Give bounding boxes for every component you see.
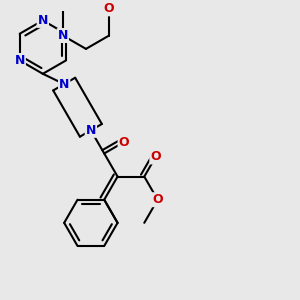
Text: O: O <box>150 150 161 164</box>
Text: N: N <box>14 54 25 67</box>
Text: O: O <box>104 2 114 15</box>
Text: N: N <box>59 78 69 91</box>
Text: N: N <box>58 29 68 42</box>
Text: O: O <box>152 193 163 206</box>
Text: N: N <box>86 124 96 137</box>
Text: N: N <box>38 14 48 27</box>
Text: O: O <box>118 136 129 148</box>
